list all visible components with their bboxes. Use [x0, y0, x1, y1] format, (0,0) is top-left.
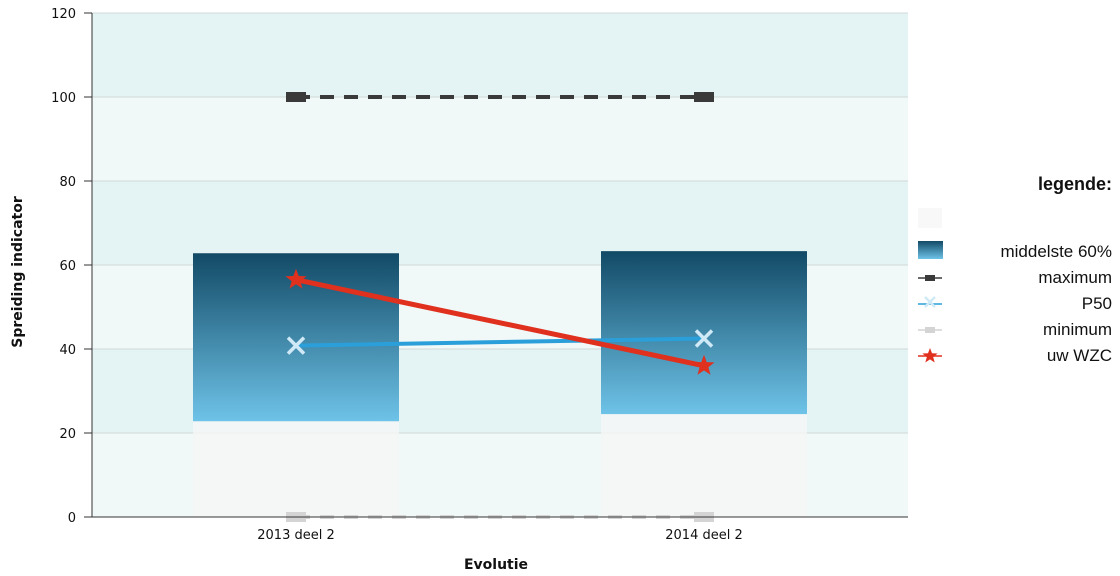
y-tick-label: 0 [68, 511, 76, 526]
plot-stripe [92, 97, 908, 181]
lower-range-shade [193, 421, 399, 517]
y-axis-ticks: 0 20 40 60 80 100 120 [51, 7, 92, 526]
y-tick-label: 100 [51, 91, 76, 106]
marker-uw-wzc [693, 354, 715, 375]
category-shading [193, 414, 807, 517]
legend-spacer [918, 208, 942, 228]
marker-maximum [694, 92, 714, 102]
plot-stripe [92, 13, 908, 97]
legend-swatch-maximum [925, 275, 935, 281]
legend-swatch-p50 [924, 296, 936, 308]
middle-60-bars [193, 251, 807, 422]
legend-label: uw WZC [1047, 346, 1112, 365]
marker-uw-wzc [285, 268, 307, 289]
legend-swatch-uw-wzc [922, 348, 938, 363]
marker-maximum [286, 92, 306, 102]
marker-p50 [694, 329, 714, 348]
y-tick-label: 20 [59, 427, 76, 442]
legend-label: P50 [1082, 294, 1112, 313]
series-line-p50 [295, 336, 705, 348]
plot-stripe [92, 181, 908, 265]
legend-label: maximum [1038, 268, 1112, 287]
x-tick-label: 2013 deel 2 [257, 528, 334, 543]
legend: legende: middelste 60% maximum P50 minimum uw… [918, 174, 1112, 365]
legend-title: legende: [1038, 174, 1112, 194]
y-axis-title: Spreiding indicator [10, 196, 26, 348]
y-tick-label: 80 [59, 175, 76, 190]
lower-range-shade [601, 414, 807, 517]
x-axis-title: Evolutie [464, 557, 528, 573]
y-tick-label: 60 [59, 259, 76, 274]
marker-p50 [286, 336, 306, 355]
legend-label: minimum [1043, 320, 1112, 339]
y-tick-label: 40 [59, 343, 76, 358]
legend-label: middelste 60% [1000, 242, 1112, 261]
x-axis-ticks: 2013 deel 2 2014 deel 2 [257, 528, 742, 543]
middle-60-bar [601, 251, 807, 415]
legend-swatch-middle-60 [918, 241, 943, 259]
legend-swatch-minimum [925, 327, 935, 333]
y-tick-label: 120 [51, 7, 76, 22]
x-tick-label: 2014 deel 2 [665, 528, 742, 543]
series-line-uw-wzc [295, 277, 705, 369]
